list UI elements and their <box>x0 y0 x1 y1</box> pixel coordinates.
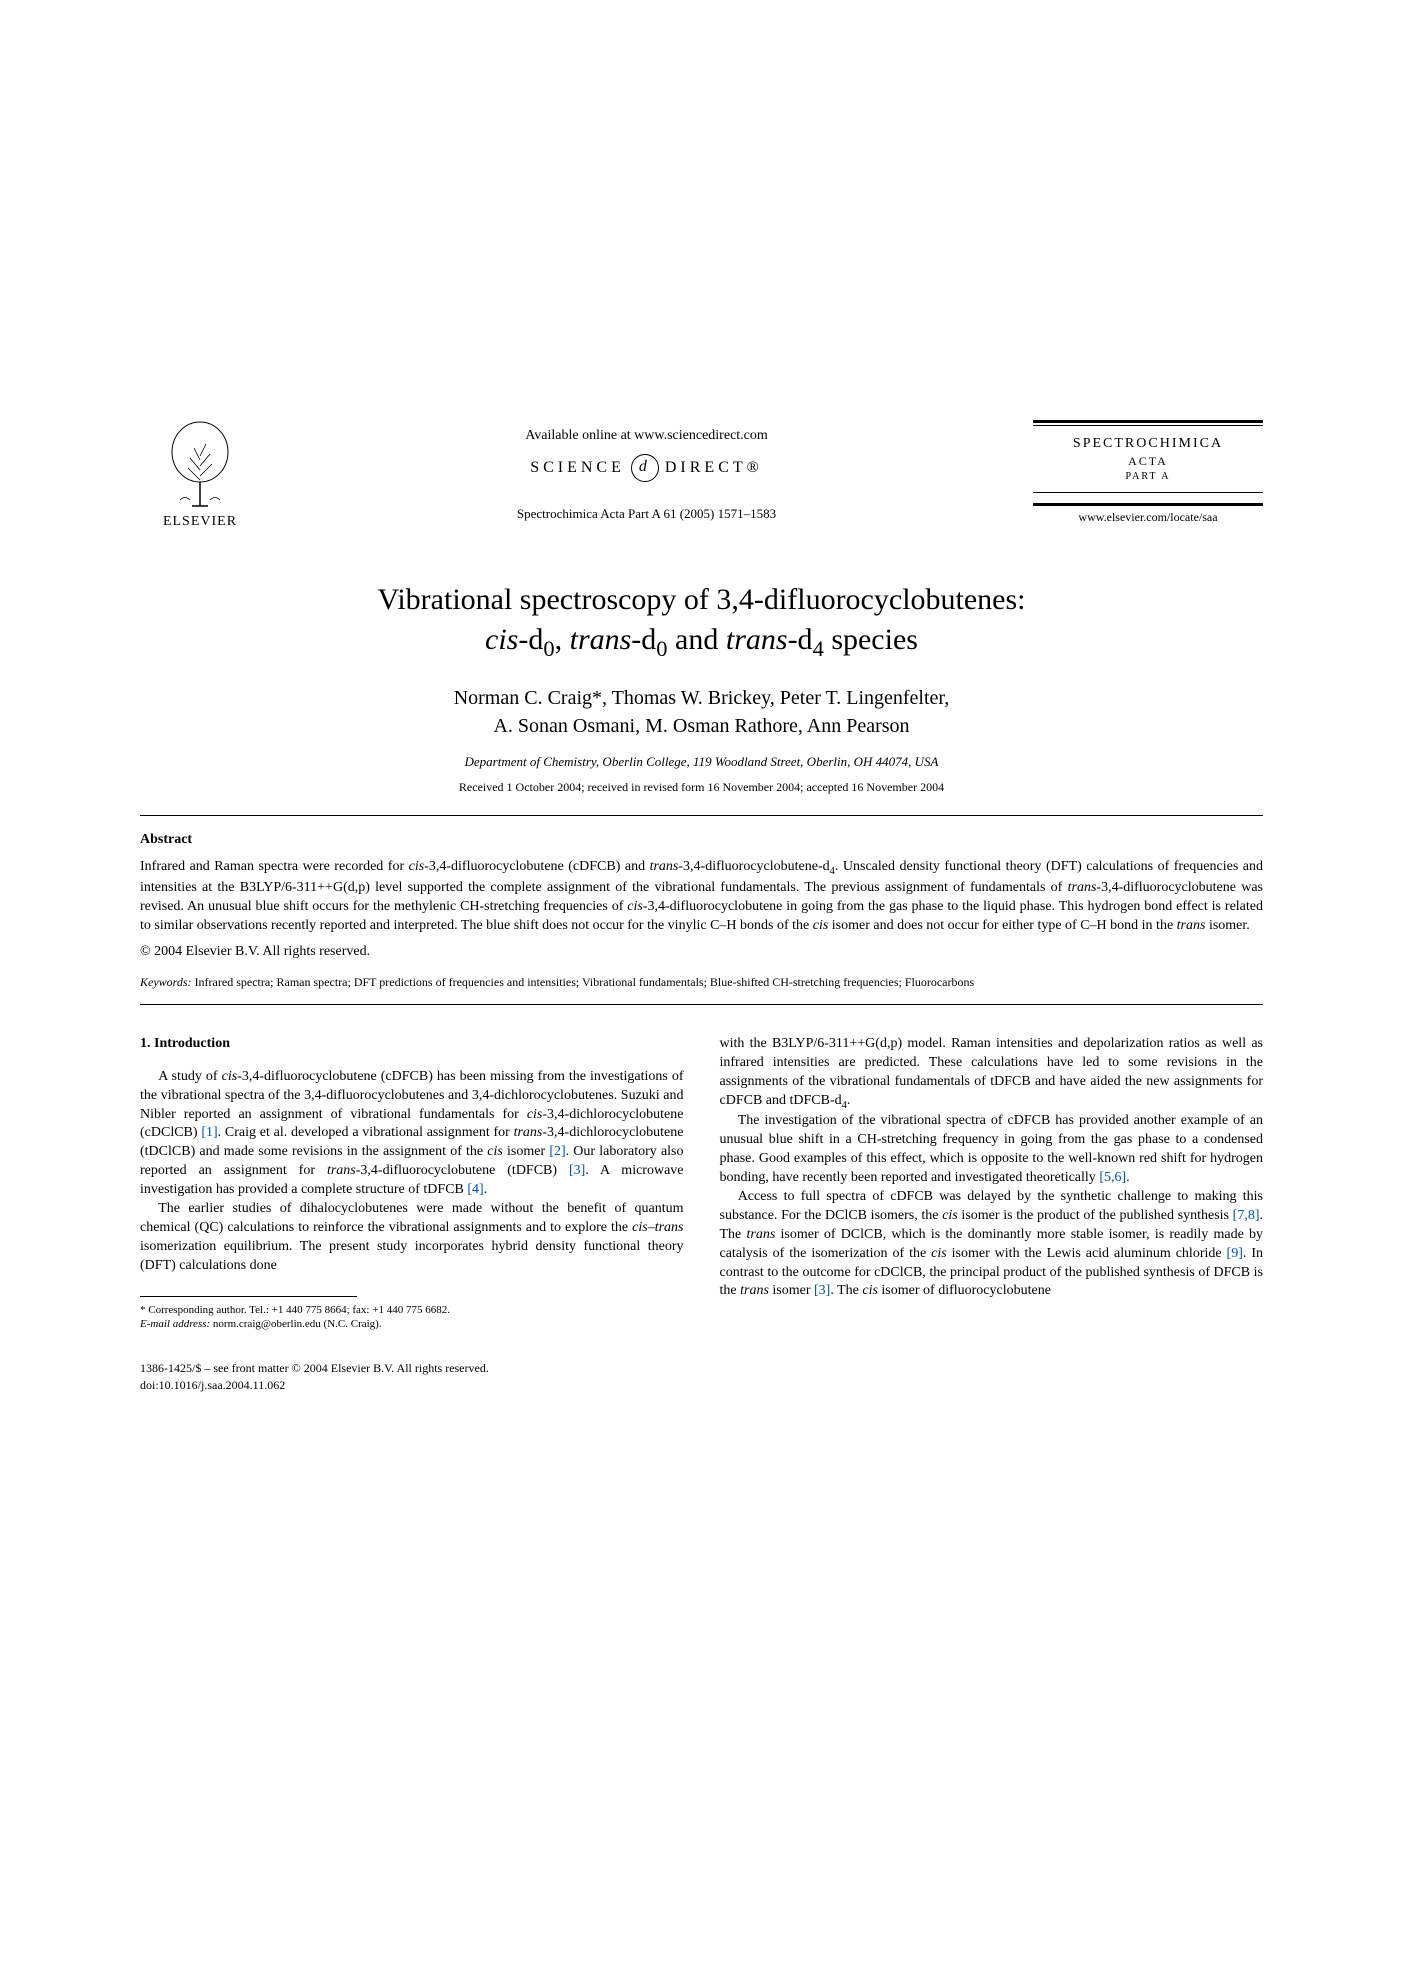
journal-url: www.elsevier.com/locate/saa <box>1033 510 1263 525</box>
journal-box-sub: ACTA <box>1033 454 1263 469</box>
section-1-heading: 1. Introduction <box>140 1035 684 1054</box>
sciencedirect-left: SCIENCE <box>530 459 625 477</box>
column-right: with the B3LYP/6-311++G(d,p) model. Rama… <box>720 1035 1264 1331</box>
sciencedirect-right: DIRECT® <box>665 459 763 477</box>
footnote-email: norm.craig@oberlin.edu (N.C. Craig). <box>210 1318 381 1330</box>
col1-para1: A study of cis-3,4-difluorocyclobutene (… <box>140 1068 684 1200</box>
journal-box: SPECTROCHIMICA ACTA PART A www.elsevier.… <box>1033 420 1263 525</box>
abstract-copyright: © 2004 Elsevier B.V. All rights reserved… <box>140 944 1263 960</box>
keywords-label: Keywords: <box>140 975 192 989</box>
footnote-separator <box>140 1296 357 1297</box>
available-online-text: Available online at www.sciencedirect.co… <box>260 428 1033 444</box>
body-columns: 1. Introduction A study of cis-3,4-diflu… <box>140 1035 1263 1331</box>
journal-reference: Spectrochimica Acta Part A 61 (2005) 157… <box>260 506 1033 522</box>
elsevier-tree-icon <box>160 420 240 510</box>
journal-box-title: SPECTROCHIMICA <box>1033 436 1263 452</box>
abstract-text: Infrared and Raman spectra were recorded… <box>140 858 1263 936</box>
authors-block: Norman C. Craig*, Thomas W. Brickey, Pet… <box>140 684 1263 740</box>
journal-box-part: PART A <box>1033 471 1263 482</box>
footnote-line1: * Corresponding author. Tel.: +1 440 775… <box>140 1303 684 1317</box>
sciencedirect-d-icon <box>631 454 659 482</box>
abstract-heading: Abstract <box>140 832 1263 848</box>
authors-line2: A. Sonan Osmani, M. Osman Rathore, Ann P… <box>140 712 1263 740</box>
publisher-logo-block: ELSEVIER <box>140 420 260 530</box>
dates: Received 1 October 2004; received in rev… <box>140 780 1263 795</box>
col1-para2: The earlier studies of dihalocyclobutene… <box>140 1200 684 1276</box>
article-title-line1: Vibrational spectroscopy of 3,4-difluoro… <box>140 580 1263 619</box>
elsevier-label: ELSEVIER <box>163 514 237 530</box>
col2-para2: The investigation of the vibrational spe… <box>720 1112 1264 1188</box>
footnote-email-label: E-mail address: <box>140 1318 210 1330</box>
affiliation: Department of Chemistry, Oberlin College… <box>140 754 1263 770</box>
column-left: 1. Introduction A study of cis-3,4-diflu… <box>140 1035 684 1331</box>
separator-rule-2 <box>140 1004 1263 1005</box>
separator-rule <box>140 815 1263 816</box>
keywords-block: Keywords: Infrared spectra; Raman spectr… <box>140 974 1263 990</box>
col2-para1: with the B3LYP/6-311++G(d,p) model. Rama… <box>720 1035 1264 1113</box>
col2-para3: Access to full spectra of cDFCB was dela… <box>720 1188 1264 1301</box>
footnote-email-line: E-mail address: norm.craig@oberlin.edu (… <box>140 1317 684 1331</box>
keywords-text: Infrared spectra; Raman spectra; DFT pre… <box>192 975 975 989</box>
article-title-line2: cis-d0, trans-d0 and trans-d4 species <box>140 623 1263 662</box>
footer-line2: doi:10.1016/j.saa.2004.11.062 <box>140 1378 1263 1393</box>
header-row: ELSEVIER Available online at www.science… <box>140 420 1263 530</box>
sciencedirect-logo: SCIENCE DIRECT® <box>530 454 763 482</box>
center-header: Available online at www.sciencedirect.co… <box>260 420 1033 522</box>
footer-line1: 1386-1425/$ – see front matter © 2004 El… <box>140 1361 1263 1376</box>
authors-line1: Norman C. Craig*, Thomas W. Brickey, Pet… <box>140 684 1263 712</box>
